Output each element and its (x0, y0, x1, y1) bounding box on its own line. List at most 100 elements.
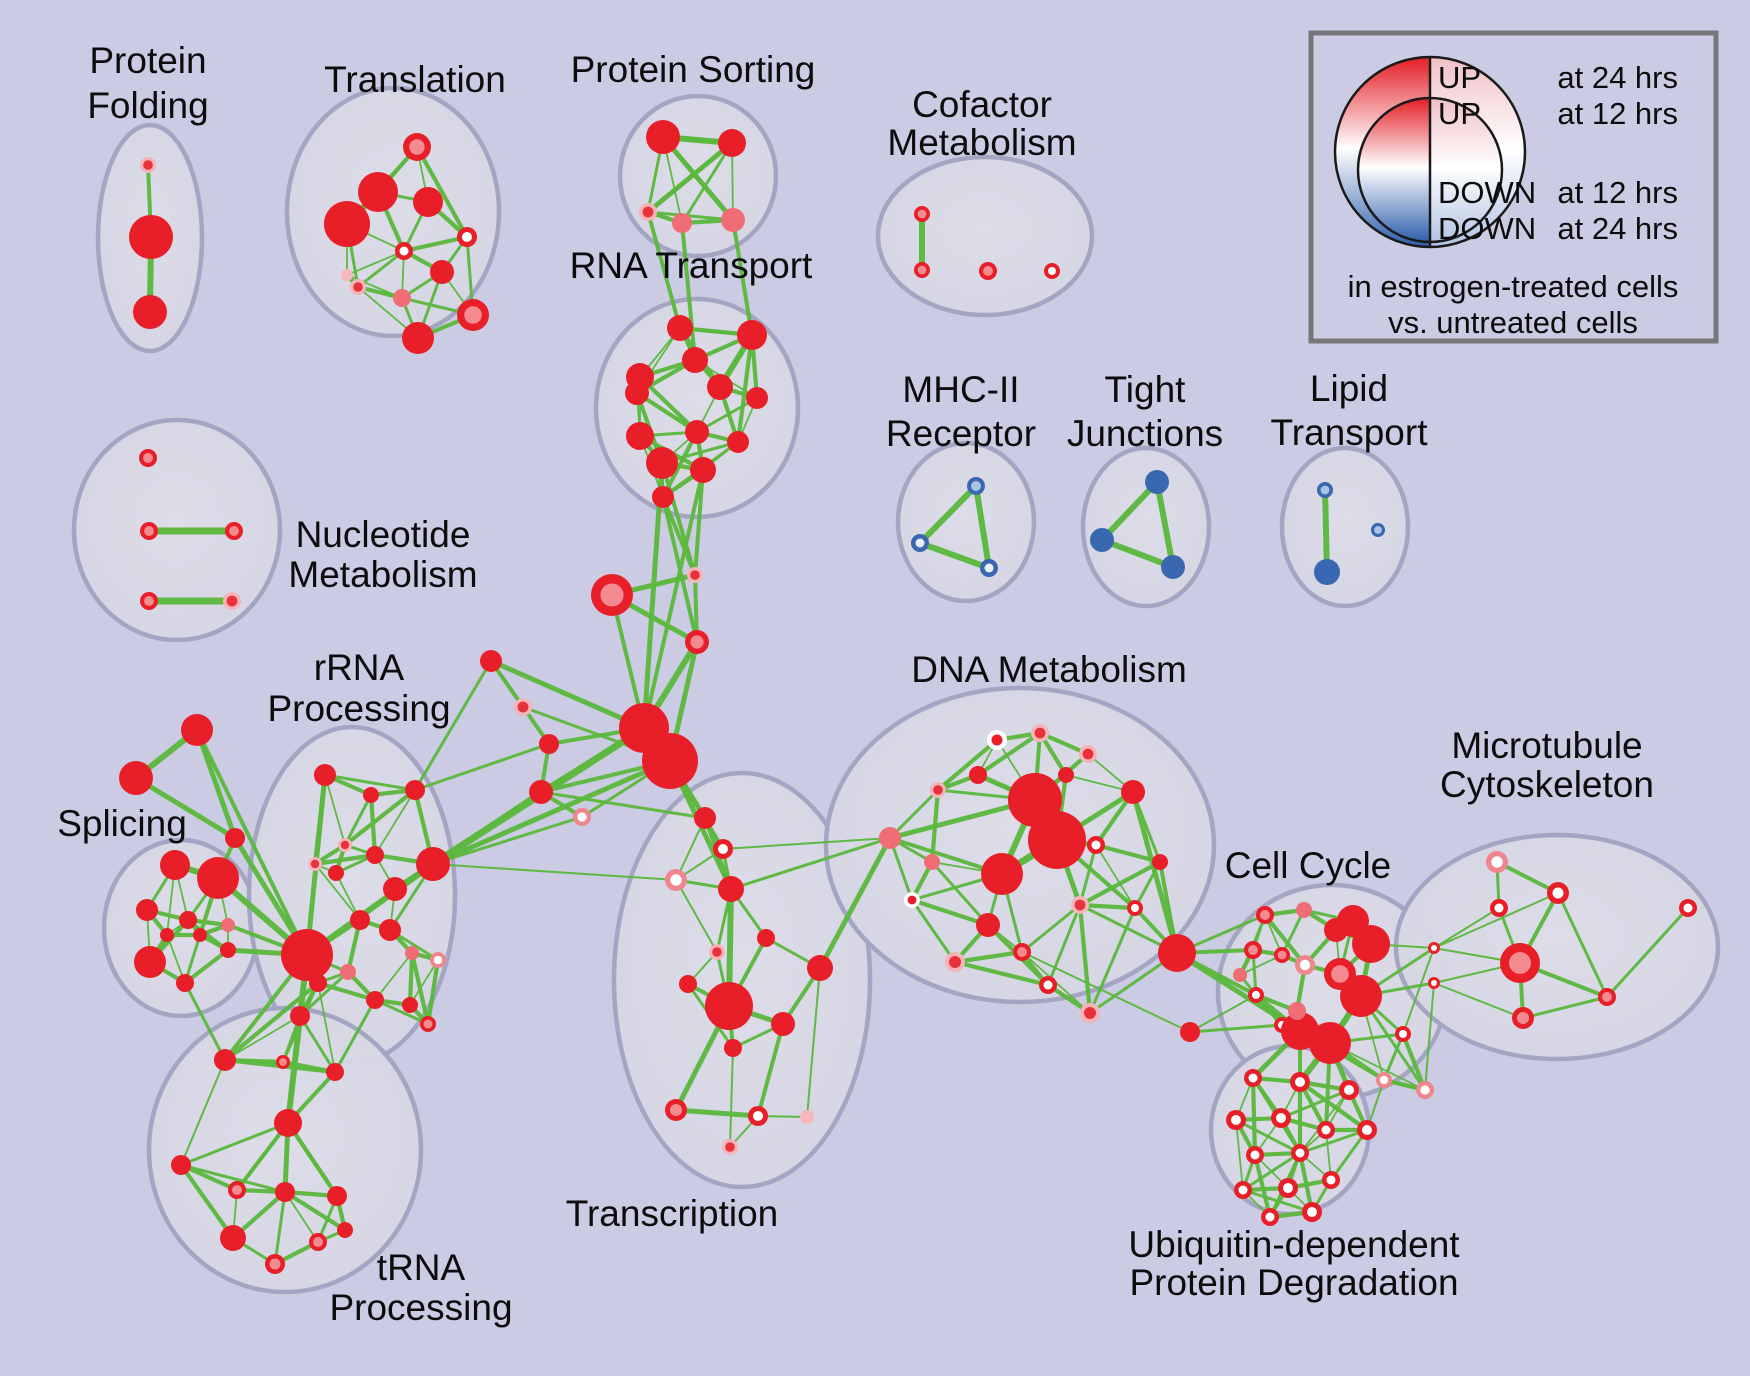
node-tn-4 (327, 1186, 347, 1206)
node-tn-5 (220, 1225, 246, 1251)
edge (1188, 1023, 1284, 1034)
edge (342, 787, 418, 848)
node-cn-2-core (690, 635, 704, 649)
edge (1297, 1079, 1370, 1133)
node-rt-2 (682, 347, 708, 373)
node-tx-11-core (669, 1103, 683, 1117)
node-mt-0-core (1491, 856, 1503, 868)
node-dn-4-core (933, 785, 943, 795)
node-rr-0 (314, 764, 336, 786)
edge (1235, 1119, 1244, 1191)
node-rr-8 (383, 877, 407, 901)
node-rr-14 (340, 964, 356, 980)
edge (1322, 487, 1330, 575)
node-dn-7 (1028, 811, 1086, 869)
node-cc-3-core (1277, 950, 1287, 960)
node-tj-0 (1145, 470, 1169, 494)
node-ub-3-core (1231, 1115, 1241, 1125)
node-tx-13 (800, 1110, 814, 1124)
node-ub-8-core (1295, 1148, 1305, 1158)
node-mt-8-core (1683, 903, 1693, 913)
node-dn-17-core (949, 956, 961, 968)
legend-row-2-direction: DOWN (1438, 175, 1536, 210)
node-rt-4 (707, 374, 733, 400)
node-mt-2-core (1494, 903, 1504, 913)
edge (374, 789, 416, 856)
edge (1099, 537, 1176, 570)
edge (1077, 902, 1138, 911)
edge (1605, 906, 1690, 999)
node-mh-0-core (971, 481, 981, 491)
edge (1280, 908, 1306, 957)
edge (675, 879, 718, 953)
edge (1262, 912, 1308, 968)
node-tr-1 (358, 172, 398, 212)
edge (324, 774, 346, 846)
node-mt-4-core (1431, 980, 1437, 986)
node-tr-4-core (462, 232, 472, 242)
edge (183, 981, 227, 1062)
edge (1154, 479, 1176, 570)
node-dn-11 (924, 854, 940, 870)
edge (1189, 994, 1257, 1033)
node-mt-6-core (1602, 992, 1612, 1002)
node-tj-2 (1161, 555, 1185, 579)
edge (194, 727, 238, 841)
cluster-ellipse-lp (1279, 445, 1411, 609)
edge (930, 860, 990, 927)
edge (661, 495, 697, 577)
node-ub-4-core (1276, 1113, 1286, 1123)
node-ub-12-core (1265, 1212, 1275, 1222)
edge (317, 982, 336, 1073)
edge (1250, 1075, 1258, 1158)
node-lp-0-core (1320, 485, 1330, 495)
edge (431, 815, 584, 866)
node-tx-0 (694, 807, 716, 829)
node-dn-9-core (1091, 840, 1101, 850)
node-rt-8 (727, 431, 749, 453)
edge (1400, 1031, 1428, 1093)
edge (195, 728, 309, 957)
node-rr-3-core (340, 840, 350, 850)
node-cc-1 (1296, 902, 1312, 918)
node-rr-9 (281, 929, 333, 981)
edge (178, 1162, 236, 1241)
legend-row-0-time: at 24 hrs (1557, 60, 1678, 95)
edge (286, 1014, 302, 1125)
edge (1099, 479, 1160, 543)
cluster-label-mhc-line1: MHC-II (902, 369, 1019, 410)
edge (373, 998, 430, 1026)
node-sp-1 (197, 857, 239, 899)
node-rr-6 (416, 847, 450, 881)
node-ub-13-core (1307, 1207, 1317, 1217)
node-cn-11 (1158, 934, 1196, 972)
node-rr-11 (379, 919, 401, 941)
edge (680, 141, 734, 225)
node-sp-7 (220, 942, 236, 958)
edge (323, 773, 417, 792)
node-mh-2-core (984, 563, 994, 573)
edge (1424, 982, 1435, 1091)
cluster-label-dna: DNA Metabolism (911, 649, 1187, 690)
edge (356, 249, 406, 289)
cluster-label-ubiquitin-line2: Protein Degradation (1129, 1262, 1458, 1303)
node-cn-12 (1180, 1022, 1200, 1042)
node-tx-7 (807, 955, 833, 981)
node-tr-0-core (409, 139, 425, 155)
edge (180, 1059, 226, 1166)
node-cc-0-core (1260, 910, 1270, 920)
node-rr-15 (366, 991, 384, 1009)
node-rr-7 (328, 865, 344, 881)
edge (731, 218, 754, 337)
node-rr-10 (350, 910, 370, 930)
edge (673, 1107, 761, 1119)
node-cn-6 (529, 780, 553, 804)
edge (346, 274, 403, 299)
legend-row-1-time: at 12 hrs (1557, 96, 1678, 131)
edge (1329, 1128, 1369, 1182)
cluster-label-tight-junctions-line1: Tight (1105, 369, 1187, 410)
node-tx-4 (757, 929, 775, 947)
node-st-0 (181, 714, 213, 746)
node-rt-5 (746, 387, 768, 409)
